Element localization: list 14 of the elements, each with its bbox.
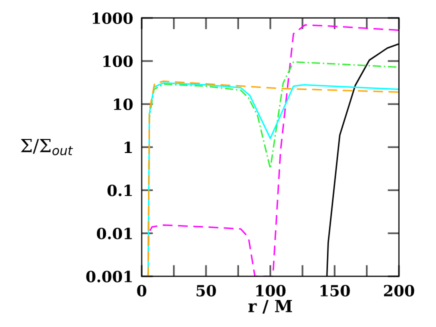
x-axis-title: r / M [248,300,292,314]
y-tick-label: 10 [114,98,133,110]
x-tick-label: 50 [196,284,216,296]
x-tick-label: 100 [256,284,286,296]
x-tick-label: 200 [384,284,414,296]
x-tick-label: 0 [137,284,146,296]
y-axis-title: Σ/Σ$_{out}$ [20,138,73,156]
y-tick-label: 0.1 [108,184,132,196]
y-tick-label: 1 [124,142,132,153]
y-tick-label: 100 [103,56,133,68]
x-tick-label: 150 [320,284,350,296]
y-tick-label: 0.01 [96,228,132,240]
y-tick-label: 1000 [92,12,133,24]
y-tick-label: 0.001 [86,270,132,282]
